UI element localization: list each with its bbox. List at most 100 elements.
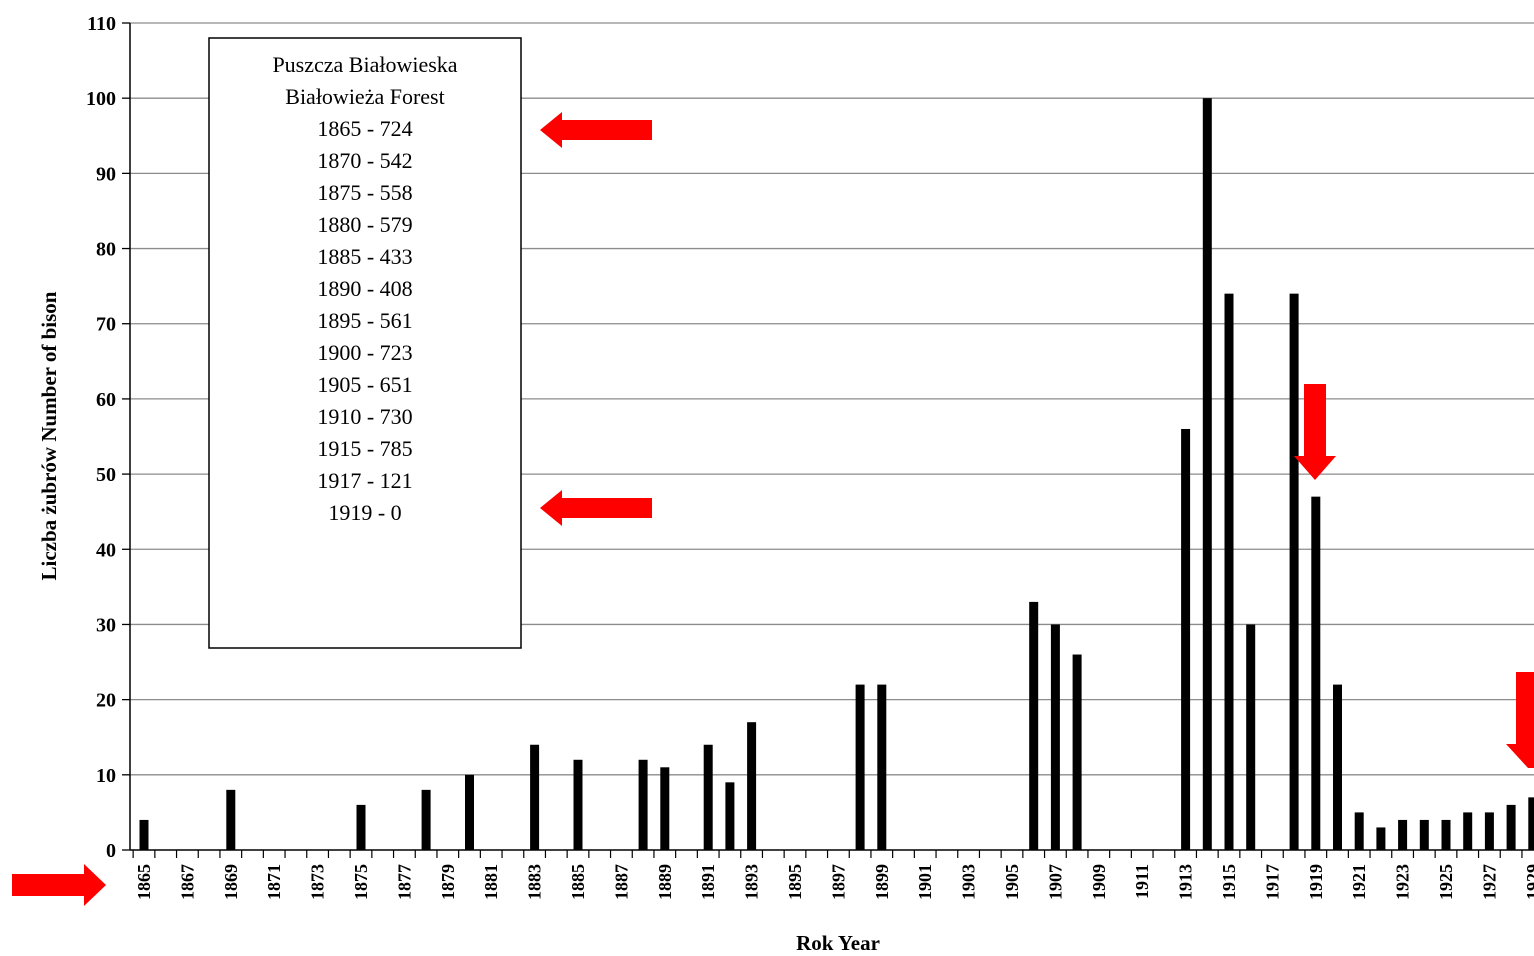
- x-tick-label: 1925: [1436, 864, 1456, 900]
- y-tick-label: 100: [86, 88, 116, 110]
- right-arrow-x-axis: [12, 864, 106, 906]
- legend-line: 1880 - 579: [317, 212, 412, 237]
- bar-1885: [573, 759, 583, 850]
- legend-lines: Puszcza Białowieska Białowieża Forest 1865…: [272, 52, 457, 525]
- x-tick-label: 1903: [959, 864, 979, 900]
- x-tick-label: 1895: [785, 864, 805, 900]
- left-arrow-1865: [540, 112, 652, 148]
- axes: [129, 23, 1534, 858]
- bar-1918: [1289, 293, 1299, 850]
- bar-1915: [1224, 293, 1234, 850]
- legend-line: 1870 - 542: [317, 148, 412, 173]
- legend-line: 1890 - 408: [317, 276, 412, 301]
- x-tick-label: 1917: [1262, 864, 1282, 900]
- bar-1924: [1419, 819, 1429, 850]
- bar-1919: [1311, 496, 1321, 850]
- y-tick-labels: 0 10 20 30 40 50 60 70 80 90 100 110: [86, 13, 130, 862]
- x-tick-label: 1897: [828, 864, 848, 900]
- legend-line: 1905 - 651: [317, 372, 412, 397]
- x-tick-label: 1929: [1523, 864, 1534, 900]
- bar-1889: [660, 767, 670, 850]
- legend-line: Puszcza Białowieska: [272, 52, 457, 77]
- legend-line: Białowieża Forest: [285, 84, 444, 109]
- x-tick-label: 1915: [1219, 864, 1239, 900]
- x-tick-label: 1921: [1349, 864, 1369, 900]
- y-tick-label: 10: [96, 765, 116, 787]
- bar-1878: [421, 789, 431, 850]
- x-tick-label: 1927: [1479, 864, 1499, 900]
- x-tick-label: 1881: [481, 864, 501, 900]
- x-tick-label: 1913: [1176, 864, 1196, 900]
- bar-1913: [1181, 428, 1191, 850]
- x-tick-label: 1909: [1089, 864, 1109, 900]
- bar-1891: [703, 744, 713, 850]
- bar-1922: [1376, 827, 1386, 850]
- x-tick-label: 1919: [1306, 864, 1326, 900]
- x-tick-label: 1923: [1393, 864, 1413, 900]
- y-tick-label: 60: [96, 389, 116, 411]
- y-tick-label: 90: [96, 163, 116, 185]
- x-tick-labels: 1865 1867 1869 1871 1873 1875 1877 1879 1881 1883…: [134, 864, 1534, 900]
- bar-1926: [1463, 812, 1473, 850]
- x-tick-label: 1883: [525, 864, 545, 900]
- x-tick-label: 1887: [611, 864, 631, 900]
- bar-1916: [1246, 624, 1256, 850]
- legend-line: 1875 - 558: [317, 180, 412, 205]
- x-axis-title: Rok Year: [796, 931, 880, 955]
- legend-line: 1919 - 0: [328, 500, 401, 525]
- bar-1906: [1029, 601, 1039, 850]
- x-tick-label: 1867: [177, 864, 197, 900]
- bar-1883: [530, 744, 540, 850]
- bars: [139, 98, 1534, 850]
- bar-1888: [638, 759, 648, 850]
- y-tick-label: 110: [87, 13, 116, 35]
- bar-1893: [747, 722, 757, 850]
- bar-1892: [725, 782, 735, 850]
- legend-line: 1900 - 723: [317, 340, 412, 365]
- bar-1880: [465, 774, 474, 850]
- bar-1929: [1528, 797, 1534, 850]
- bar-1899: [877, 684, 887, 850]
- bar-1869: [226, 789, 236, 850]
- down-arrow-1929: [1506, 672, 1534, 768]
- legend-line: 1895 - 561: [317, 308, 412, 333]
- x-tick-label: 1899: [872, 864, 892, 900]
- y-tick-label: 50: [96, 464, 116, 486]
- bar-1921: [1354, 812, 1364, 850]
- legend-line: 1915 - 785: [317, 436, 412, 461]
- bar-1920: [1333, 684, 1342, 850]
- x-tick-label: 1901: [915, 864, 935, 900]
- x-tick-label: 1885: [568, 864, 588, 900]
- legend-line: 1885 - 433: [317, 244, 412, 269]
- x-tick-label: 1873: [308, 864, 328, 900]
- bar-1907: [1050, 624, 1060, 850]
- y-tick-label: 80: [96, 239, 116, 261]
- legend-frame: [208, 37, 522, 649]
- bar-1925: [1441, 819, 1451, 850]
- down-arrow-1919: [1294, 384, 1336, 480]
- x-tick-label: 1905: [1002, 864, 1022, 900]
- bar-1908: [1072, 654, 1082, 850]
- y-tick-label: 20: [96, 690, 116, 712]
- x-tick-label: 1889: [655, 864, 675, 900]
- bar-1875: [356, 804, 366, 850]
- legend-line: 1910 - 730: [317, 404, 412, 429]
- x-tick-label: 1879: [438, 864, 458, 900]
- y-axis-title: Liczba żubrów Number of bison: [37, 291, 61, 580]
- y-tick-label: 70: [96, 314, 116, 336]
- bar-1927: [1484, 812, 1494, 850]
- y-tick-label: 30: [96, 614, 116, 636]
- x-tick-label: 1893: [742, 864, 762, 900]
- x-tick-label: 1875: [351, 864, 371, 900]
- legend-line: 1917 - 121: [317, 468, 412, 493]
- x-tick-label: 1891: [698, 864, 718, 900]
- x-tick-label: 1911: [1132, 864, 1152, 899]
- x-tick-label: 1869: [221, 864, 241, 900]
- x-tick-label: 1877: [394, 864, 414, 900]
- annotation-arrows: [12, 112, 1534, 906]
- bar-1914: [1202, 98, 1212, 850]
- y-tick-label: 0: [106, 840, 116, 862]
- bar-1865: [139, 819, 149, 850]
- left-arrow-1919: [540, 490, 652, 526]
